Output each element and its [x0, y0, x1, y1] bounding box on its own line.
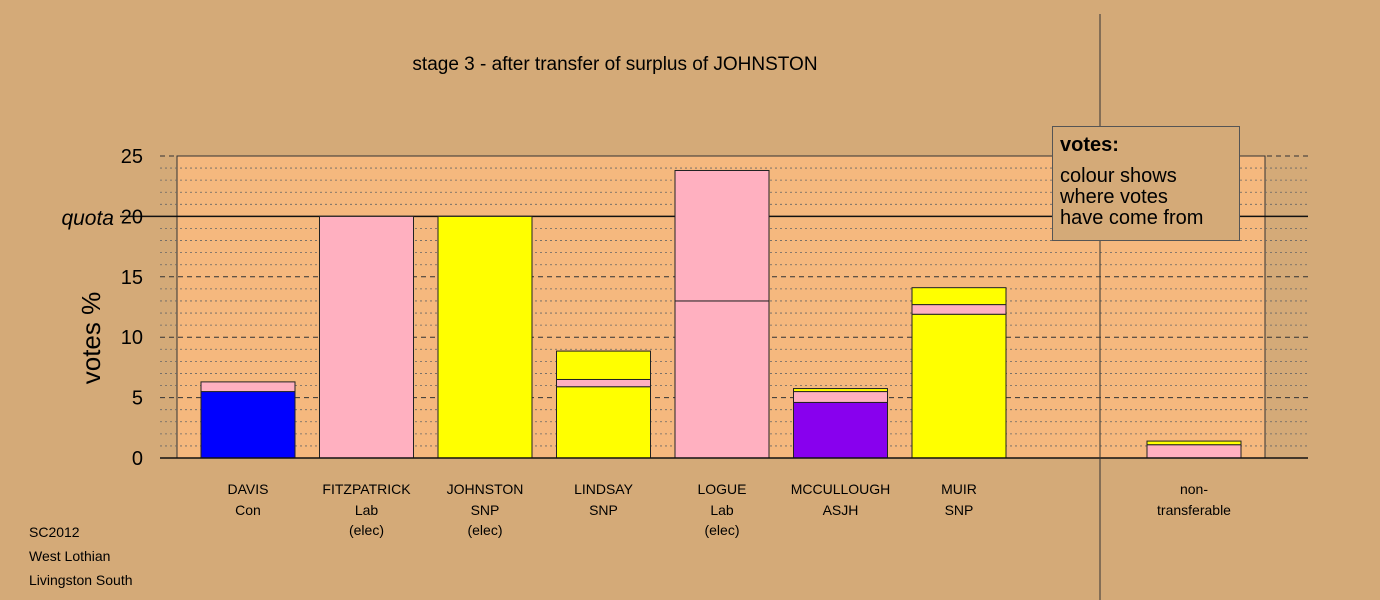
legend: votes: colour shows where votes have com… — [1052, 126, 1240, 241]
nontransferable-segment — [1146, 440, 1242, 446]
candidate-name: JOHNSTON — [447, 481, 524, 497]
bar-segment — [556, 350, 651, 380]
bar-segment — [793, 388, 888, 393]
bar-segment — [200, 381, 296, 393]
bar-segment — [556, 378, 651, 388]
legend-line: colour shows — [1060, 165, 1177, 187]
x-axis-labels: DAVIS Con FITZPATRICK Lab (elec) JOHNSTON SNP (… — [228, 481, 1232, 538]
candidate-party: SNP — [945, 502, 974, 518]
bar-segment — [911, 287, 1007, 306]
bar-segment — [793, 391, 888, 403]
chart-title: stage 3 - after transfer of surplus of J… — [412, 54, 818, 75]
footer-ward: Livingston South — [29, 572, 133, 588]
bar-segment — [556, 386, 651, 459]
candidate-party: SNP — [589, 502, 618, 518]
bar-segment — [911, 313, 1007, 459]
legend-heading: votes: — [1060, 134, 1119, 156]
legend-line: have come from — [1060, 207, 1204, 229]
y-tick-label: 20 — [121, 206, 143, 228]
y-axis-label: votes % — [76, 292, 106, 385]
footer-info: SC2012 West Lothian Livingston South — [29, 520, 133, 592]
y-tick-label: 25 — [121, 146, 143, 168]
candidate-name: MCCULLOUGH — [791, 481, 891, 497]
quota-label: quota — [61, 207, 114, 230]
y-tick-label: 15 — [121, 267, 143, 289]
candidate-party: SNP — [471, 502, 500, 518]
nontransferable-segment — [1146, 444, 1242, 459]
footer-council: West Lothian — [29, 548, 111, 564]
bar-segment — [437, 215, 533, 459]
candidate-party: Lab — [710, 502, 734, 518]
bars — [200, 169, 1242, 459]
candidate-status: (elec) — [349, 522, 384, 538]
candidate-party: ASJH — [823, 502, 859, 518]
legend-line: where votes — [1060, 186, 1168, 208]
footer-code: SC2012 — [29, 524, 80, 540]
bar-segment — [319, 215, 414, 459]
bar-segment — [674, 169, 770, 302]
y-axis: 0 5 10 15 20 25 — [121, 146, 1308, 470]
candidate-name: LOGUE — [697, 481, 746, 497]
candidate-status: (elec) — [704, 522, 739, 538]
candidate-party: Lab — [355, 502, 379, 518]
nontransferable-label: non- — [1180, 481, 1208, 497]
nontransferable-label: transferable — [1157, 502, 1231, 518]
bar-segment — [911, 304, 1007, 315]
candidate-name: FITZPATRICK — [322, 481, 411, 497]
y-tick-label: 10 — [121, 327, 143, 349]
candidate-name: MUIR — [941, 481, 977, 497]
candidate-name: LINDSAY — [574, 481, 634, 497]
bar-segment — [793, 401, 888, 459]
y-tick-label: 5 — [132, 388, 143, 410]
candidate-party: Con — [235, 502, 261, 518]
candidate-status: (elec) — [467, 522, 502, 538]
bar-segment — [200, 391, 296, 459]
y-tick-label: 0 — [132, 448, 143, 470]
bar-segment — [674, 300, 770, 459]
candidate-name: DAVIS — [228, 481, 269, 497]
